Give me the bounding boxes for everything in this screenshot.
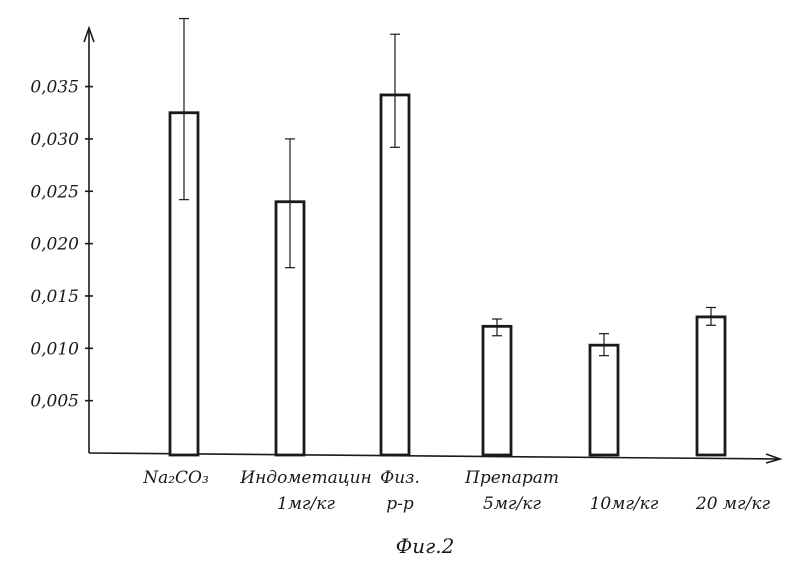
x-axis-labels: Na₂CO₃ Индометацин 1мг/кг Физ. р-р Препарат 5м… bbox=[142, 468, 770, 514]
chart-bars bbox=[170, 19, 725, 455]
bar bbox=[590, 345, 618, 455]
bar bbox=[697, 317, 725, 455]
x-category-label: 20 мг/кг bbox=[695, 494, 771, 514]
bar bbox=[483, 326, 511, 455]
x-category-label: 1мг/кг bbox=[277, 494, 335, 514]
figure-caption: Фиг.2 bbox=[396, 534, 455, 558]
y-axis-ticks: 0,005 0,010 0,015 0,020 0,025 0,030 0,035 bbox=[30, 78, 93, 412]
bar bbox=[381, 95, 409, 455]
y-tick-label: 0,020 bbox=[30, 235, 79, 255]
y-tick-label: 0,030 bbox=[30, 130, 79, 150]
x-category-label: Na₂CO₃ bbox=[142, 468, 209, 488]
x-category-label: 10мг/кг bbox=[590, 494, 659, 514]
x-category-label: 5мг/кг bbox=[483, 494, 541, 514]
y-tick-label: 0,005 bbox=[30, 392, 79, 412]
y-tick-label: 0,010 bbox=[30, 339, 79, 359]
x-category-label: Физ. bbox=[380, 468, 420, 488]
y-tick-label: 0,025 bbox=[30, 182, 79, 202]
y-tick-label: 0,035 bbox=[30, 78, 79, 98]
y-tick-label: 0,015 bbox=[30, 287, 79, 307]
x-category-label: Препарат bbox=[464, 468, 559, 488]
x-category-label: р-р bbox=[386, 494, 414, 514]
x-category-label: Индометацин bbox=[239, 468, 371, 488]
